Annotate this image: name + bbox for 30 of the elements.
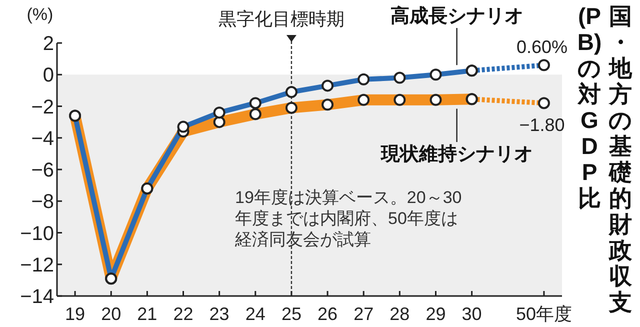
ref-line-label: 黒字化目標時期 (218, 9, 344, 29)
x-tick-label: 21 (137, 304, 158, 324)
x-tick-label: 24 (245, 304, 266, 324)
x-tick-label: 20 (101, 304, 122, 324)
y-axis-title: (%) (26, 5, 54, 24)
data-label: −1.80 (519, 115, 565, 136)
x-tick-label: 26 (318, 304, 338, 324)
y-tick-label: −12 (20, 254, 54, 276)
x-tick-label: 50年度 (516, 304, 572, 324)
x-tick-label: 27 (354, 304, 374, 324)
x-tick-label: 19 (65, 304, 86, 324)
x-tick-label: 23 (209, 304, 230, 324)
y-tick-label: 0 (42, 64, 54, 87)
legend-label: 現状維持シナリオ (380, 144, 533, 165)
text: 高成長シナリオ (390, 5, 524, 27)
annotation: 19年度は決算ベース。20～30年度までは内閣府、50年度は経済同友会が試算 (234, 188, 462, 249)
x-tick-label: 25 (281, 304, 302, 324)
x-tick-label: 29 (426, 304, 446, 324)
x-tick-label: 28 (390, 304, 410, 324)
x-tick-label: 30 (462, 304, 482, 324)
y-tick-label: −6 (31, 160, 54, 182)
y-tick-label: −14 (20, 286, 54, 308)
y-tick-label: −4 (31, 128, 54, 150)
y-tick-label: −10 (20, 222, 54, 245)
data-label: 0.60% (516, 37, 568, 58)
x-tick-label: 22 (173, 304, 194, 324)
y-tick-label: −2 (31, 96, 54, 118)
chart-title: 国・地方の基礎的財政収支(PB)の対GDP比 (577, 3, 632, 315)
y-tick-label: 2 (42, 33, 54, 55)
y-tick-label: −8 (31, 191, 54, 214)
